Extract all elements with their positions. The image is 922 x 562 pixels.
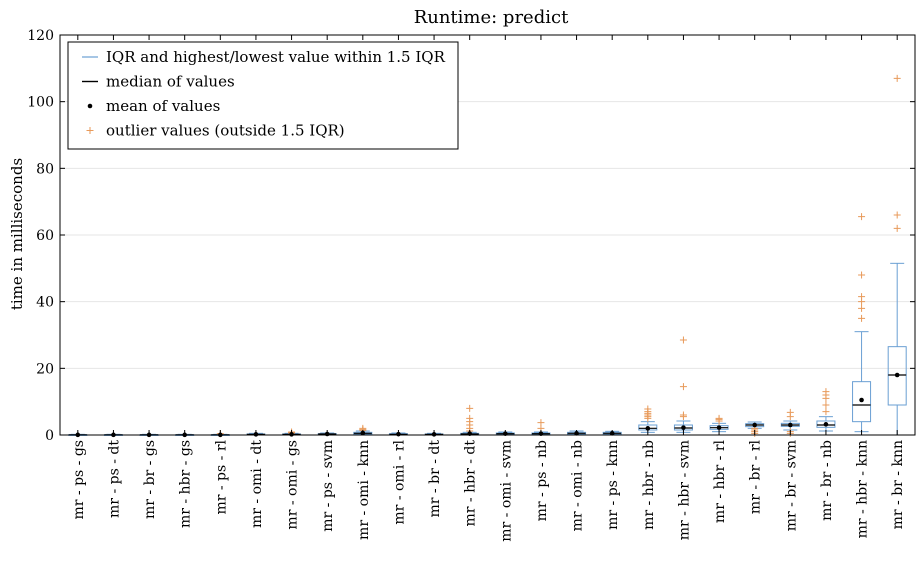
mean-point — [823, 422, 829, 427]
iqr-box — [887, 346, 907, 406]
y-axis: 0 20 40 60 80 100 120 — [27, 28, 915, 444]
y-tick-label: 120 — [27, 28, 54, 44]
outlier-point — [644, 405, 652, 413]
x-tick-label: mr - ps - rl — [213, 439, 229, 514]
box-24 — [887, 74, 907, 436]
legend-entry-mean: mean of values — [87, 97, 220, 115]
x-tick-label: mr - br - svm — [783, 440, 799, 531]
x-tick-label: mr - br - nb — [819, 440, 835, 521]
x-tick-label: mr - ps - dt — [106, 440, 122, 518]
y-tick-label: 20 — [36, 361, 54, 377]
outlier-point — [466, 414, 474, 422]
outlier-point — [822, 401, 830, 409]
x-tick-label: mr - hbr - gs — [178, 440, 194, 528]
y-tick-label: 100 — [27, 95, 54, 111]
legend-entry-box: IQR and highest/lowest value within 1.5 … — [82, 48, 446, 66]
x-tick-label: mr - ps - knn — [605, 440, 621, 530]
outlier-point — [893, 74, 901, 82]
outlier-point — [822, 388, 830, 396]
outlier-point — [679, 383, 687, 391]
x-tick-label: mr - hbr - knn — [855, 440, 871, 538]
box-18 — [673, 336, 693, 433]
mean-point — [859, 397, 864, 403]
box-17 — [638, 405, 658, 433]
x-tick-label: mr - omi - nb — [570, 440, 586, 531]
outlier-point — [715, 414, 723, 422]
iqr-box — [852, 381, 872, 423]
outlier-point — [679, 336, 687, 344]
y-tick-label: 60 — [36, 228, 54, 244]
mean-point — [645, 426, 651, 431]
x-tick-label: mr - omi - dt — [249, 440, 265, 528]
x-tick-label: mr - hbr - nb — [641, 440, 657, 530]
outlier-point — [679, 411, 687, 419]
x-tick-label: mr - hbr - dt — [463, 440, 479, 527]
x-tick-label: mr - omi - rl — [391, 439, 407, 524]
x-tick-label: mr - ps - svm — [320, 440, 336, 532]
legend-label: outlier values (outside 1.5 IQR) — [106, 122, 345, 140]
legend-box — [67, 41, 459, 150]
x-tick-label: mr - ps - nb — [534, 440, 550, 521]
x-tick-label: mr - hbr - rl — [712, 439, 728, 523]
legend-outlier-swatch — [86, 127, 94, 134]
x-tick-label: mr - br - dt — [427, 440, 443, 518]
box-23 — [852, 213, 872, 433]
outlier-point — [786, 408, 794, 416]
chart-title: Runtime: predict — [414, 7, 569, 28]
outlier-point — [822, 408, 830, 416]
outlier-point — [858, 314, 866, 322]
y-tick-label: 40 — [36, 295, 54, 311]
mean-point — [716, 425, 722, 430]
x-tick-label: mr - br - knn — [890, 440, 906, 529]
x-tick-label: mr - omi - svm — [498, 440, 514, 542]
x-tick-label: mr - omi - gs — [285, 440, 301, 530]
iqr-box — [816, 420, 836, 428]
y-tick-label: 80 — [36, 161, 54, 177]
outlier-point — [858, 271, 866, 279]
legend: IQR and highest/lowest value within 1.5 … — [67, 41, 459, 150]
box-21 — [780, 408, 800, 437]
legend-mean-swatch — [87, 103, 93, 109]
outlier-point — [893, 224, 901, 232]
x-tick-label: mr - ps - gs — [71, 440, 87, 520]
legend-label: IQR and highest/lowest value within 1.5 … — [106, 48, 446, 66]
x-axis: mr - ps - gs mr - ps - dt mr - br - gs mr -… — [71, 35, 906, 542]
outlier-point — [858, 304, 866, 312]
box-19 — [709, 414, 729, 433]
outlier-point — [858, 213, 866, 221]
x-tick-label: mr - omi - knn — [356, 440, 372, 540]
x-tick-label: mr - br - rl — [748, 439, 764, 514]
x-tick-label: mr - br - gs — [142, 440, 158, 519]
legend-label: mean of values — [106, 97, 220, 115]
mean-point — [894, 372, 900, 378]
y-tick-label: 0 — [45, 428, 54, 444]
outlier-point — [858, 293, 866, 301]
mean-point — [681, 425, 686, 430]
legend-label: median of values — [106, 73, 235, 91]
x-tick-label: mr - hbr - svm — [676, 440, 692, 540]
outlier-point — [893, 211, 901, 219]
legend-entry-median: median of values — [82, 73, 235, 91]
mean-point — [752, 422, 757, 428]
outlier-point — [537, 419, 545, 427]
outlier-point — [466, 404, 474, 412]
legend-entry-outlier: outlier values (outside 1.5 IQR) — [86, 122, 345, 140]
box-22 — [816, 388, 836, 432]
y-axis-label: time in milliseconds — [8, 158, 26, 310]
mean-point — [788, 422, 793, 428]
